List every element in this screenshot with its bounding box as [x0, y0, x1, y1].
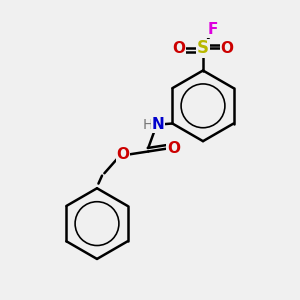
Text: F: F [208, 22, 218, 37]
Text: N: N [152, 118, 165, 133]
Text: O: O [172, 41, 185, 56]
Text: O: O [220, 41, 234, 56]
Text: O: O [117, 147, 130, 162]
Text: O: O [167, 141, 180, 156]
Text: H: H [143, 118, 153, 132]
Text: S: S [197, 39, 209, 57]
